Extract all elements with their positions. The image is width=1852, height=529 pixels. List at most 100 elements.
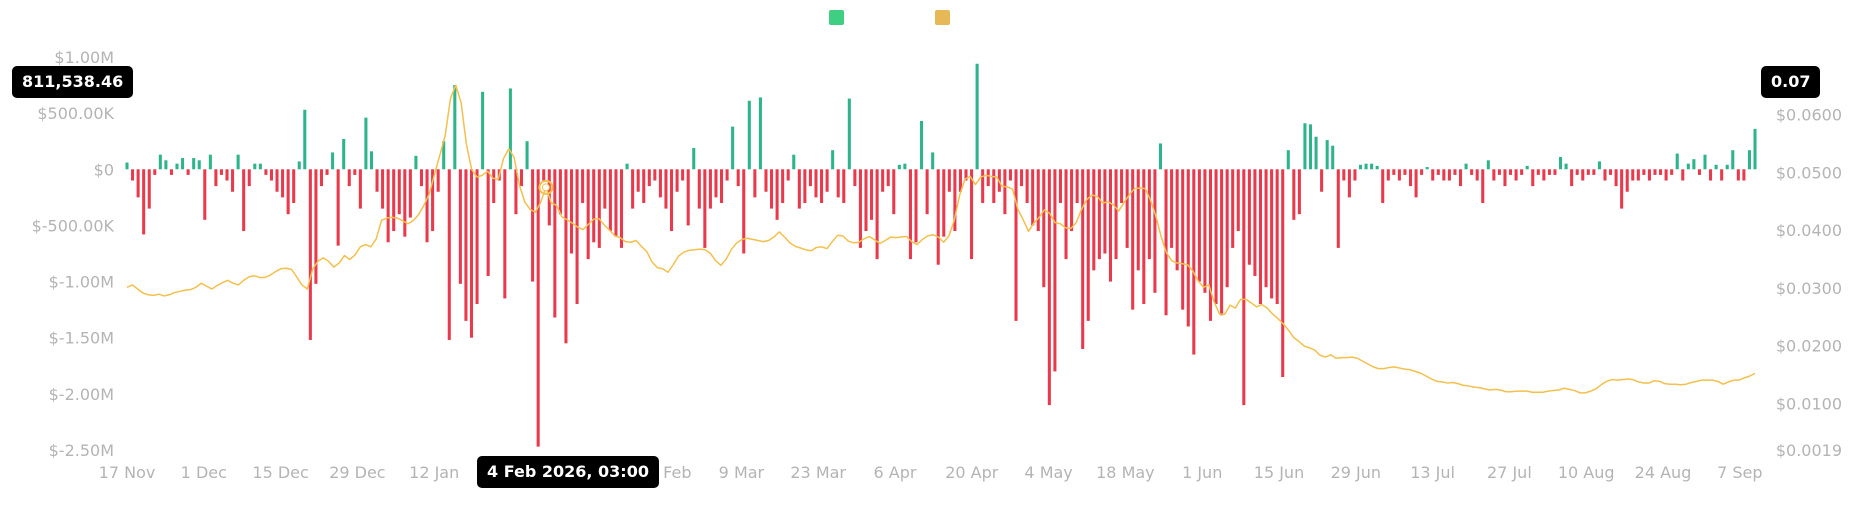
bar: [1464, 163, 1468, 170]
bar: [1014, 169, 1018, 321]
bar: [236, 154, 240, 170]
bar: [492, 169, 496, 203]
bar: [1597, 161, 1601, 170]
bar: [1358, 164, 1363, 170]
bar: [347, 169, 351, 187]
bar: [519, 169, 524, 187]
bar: [758, 97, 762, 170]
bar: [653, 169, 657, 181]
bar: [281, 169, 285, 198]
bar: [797, 169, 801, 209]
bar: [1481, 169, 1485, 203]
x-tick-label: 1 Jun: [1182, 463, 1222, 482]
legend: [0, 10, 1852, 30]
bar: [1631, 169, 1635, 181]
bar: [1431, 169, 1435, 181]
bar: [358, 169, 362, 209]
legend-item[interactable]: [935, 10, 950, 25]
bar: [1531, 169, 1535, 187]
right-value-tooltip: 0.07: [1761, 66, 1821, 98]
bar: [1253, 169, 1257, 276]
y-left-tick-label: $500.00K: [37, 104, 114, 123]
bar: [131, 169, 135, 181]
bar: [1242, 169, 1246, 406]
bar: [1536, 169, 1540, 175]
x-tick-label: 20 Apr: [945, 463, 999, 482]
y-left-tick-label: $1.00M: [54, 48, 114, 67]
bar: [942, 169, 946, 237]
bar: [836, 169, 840, 198]
bar: [1236, 169, 1240, 232]
bar: [425, 169, 429, 243]
bar: [325, 169, 329, 175]
bar: [1453, 169, 1457, 175]
bar: [914, 169, 918, 243]
bar: [569, 169, 574, 254]
bar: [431, 169, 435, 232]
bar: [920, 121, 924, 170]
bar: [192, 158, 196, 170]
bar: [408, 169, 412, 218]
bar: [447, 169, 451, 340]
bar: [1186, 169, 1190, 327]
bar: [981, 169, 985, 203]
y-left-tick-label: $0: [94, 160, 114, 179]
bar: [847, 98, 851, 170]
bar: [1097, 169, 1101, 260]
bar: [1508, 169, 1513, 175]
y-left-tick-label: $-2.00M: [49, 385, 114, 404]
bar: [831, 150, 835, 170]
bar: [786, 169, 790, 181]
bar: [1614, 169, 1618, 187]
y-right-tick-label: $0.0500: [1776, 163, 1842, 182]
bar: [1342, 169, 1346, 181]
bar: [1581, 169, 1585, 181]
bar: [175, 163, 179, 170]
bar: [319, 169, 323, 187]
bar: [1586, 169, 1590, 175]
bar: [792, 154, 796, 170]
bar: [1636, 169, 1640, 181]
bar: [581, 169, 585, 203]
bar: [1553, 169, 1557, 175]
y-left-tick-label: $-2.50M: [49, 441, 114, 460]
bar: [697, 169, 701, 209]
bar: [164, 160, 168, 170]
bar: [725, 169, 729, 181]
bar: [414, 155, 418, 170]
bar: [1197, 169, 1201, 282]
bar: [1725, 164, 1729, 170]
legend-item[interactable]: [829, 10, 844, 25]
x-tick-label: 29 Jun: [1331, 463, 1381, 482]
bar: [208, 154, 212, 170]
bar: [531, 169, 535, 282]
bar: [631, 169, 635, 209]
x-tick-label: 29 Dec: [329, 463, 385, 482]
bar: [1270, 169, 1274, 299]
bar: [1647, 169, 1651, 181]
bar: [264, 169, 268, 175]
bar: [1497, 169, 1501, 175]
bar: [870, 169, 874, 220]
bar: [669, 169, 674, 232]
bar: [1336, 169, 1340, 248]
bar: [842, 169, 846, 203]
bar: [153, 169, 157, 175]
bar: [1275, 169, 1279, 305]
x-tick-label: 12 Jan: [409, 463, 459, 482]
bar: [747, 100, 751, 170]
bar: [1664, 169, 1668, 181]
bar: [908, 169, 912, 260]
bar: [853, 169, 857, 187]
bar: [1697, 169, 1701, 175]
bar: [197, 160, 201, 170]
bar: [1131, 169, 1135, 310]
bar: [1086, 169, 1090, 321]
bar: [1292, 169, 1296, 220]
bar: [1108, 169, 1112, 282]
bar: [1081, 169, 1085, 349]
bar: [970, 169, 974, 260]
bar: [1114, 169, 1118, 260]
bar: [314, 169, 318, 284]
bar: [858, 169, 862, 248]
